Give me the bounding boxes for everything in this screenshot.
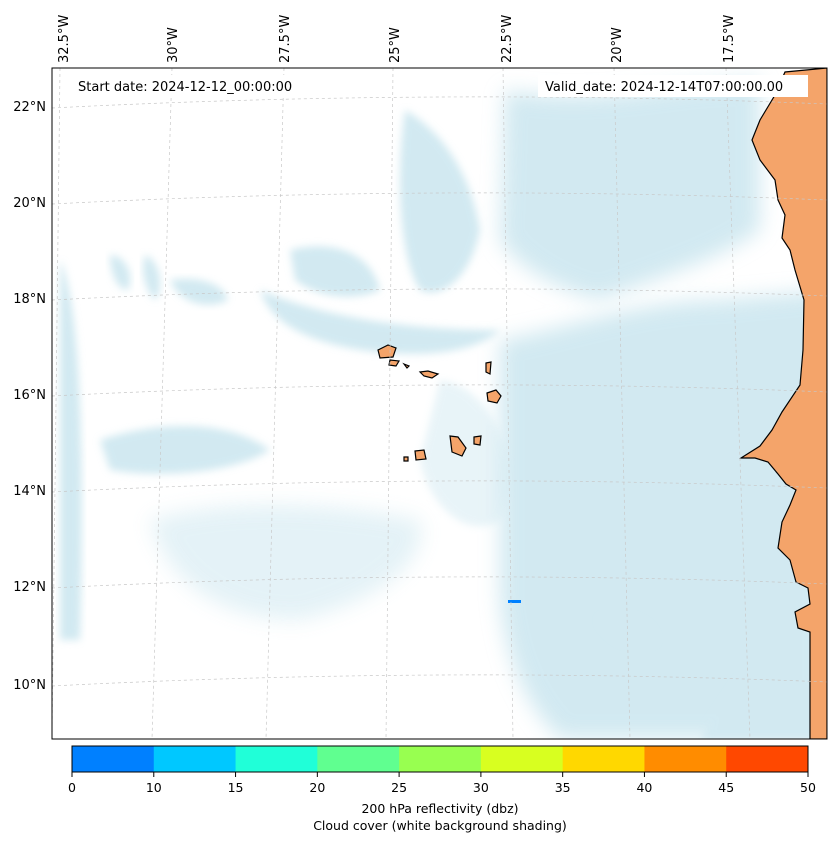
colorbar-ticks: 0 10 15 20 25 30 35 40 45 50 xyxy=(68,772,816,795)
island-sal xyxy=(485,361,492,375)
lon-tick-27-5w: 27.5°W xyxy=(278,15,293,63)
cloud-cover-shading xyxy=(60,80,827,739)
colorbar-swatch xyxy=(317,746,400,772)
lon-tick-22-5w: 22.5°W xyxy=(500,15,515,63)
colorbar-sublabel: Cloud cover (white background shading) xyxy=(313,818,567,833)
lon-tick-17-5w: 17.5°W xyxy=(722,15,737,63)
island-maio xyxy=(473,435,482,446)
colorbar-frame xyxy=(71,745,809,773)
colorbar-tick-label: 15 xyxy=(228,780,244,795)
island-boa-vista xyxy=(486,389,502,404)
island-sao-vicente xyxy=(388,359,400,367)
lat-tick-10n: 10°N xyxy=(13,678,46,693)
colorbar: 0 10 15 20 25 30 35 40 45 50 200 hPa reflectivity… xyxy=(68,745,816,833)
island-brava xyxy=(403,456,409,462)
lat-tick-12n: 12°N xyxy=(13,580,46,595)
lat-tick-20n: 20°N xyxy=(13,196,46,211)
colorbar-swatch xyxy=(480,746,564,772)
start-date-label: Start date: 2024-12-12_00:00:00 xyxy=(78,80,292,95)
colorbar-tick-label: 45 xyxy=(718,780,734,795)
colorbar-swatch xyxy=(644,746,727,772)
lat-tick-16n: 16°N xyxy=(13,388,46,403)
colorbar-tick-label: 25 xyxy=(391,780,407,795)
lon-tick-32-5w: 32.5°W xyxy=(57,15,72,63)
colorbar-tick-label: 10 xyxy=(146,780,162,795)
colorbar-tick-label: 35 xyxy=(555,780,571,795)
africa-coast-land xyxy=(738,68,827,739)
island-santo-antao xyxy=(377,344,397,359)
latitude-ticks: 22°N 20°N 18°N 16°N 14°N 12°N 10°N xyxy=(13,100,46,693)
island-santiago xyxy=(449,435,467,457)
colorbar-swatch xyxy=(562,746,645,772)
map-gridlines xyxy=(52,68,827,739)
colorbar-tick-label: 0 xyxy=(68,780,76,795)
island-fogo xyxy=(414,449,427,461)
colorbar-swatch xyxy=(72,746,155,772)
lat-tick-14n: 14°N xyxy=(13,484,46,499)
colorbar-tick-label: 50 xyxy=(800,780,816,795)
lat-tick-22n: 22°N xyxy=(13,100,46,115)
colorbar-swatch xyxy=(726,746,809,772)
colorbar-label: 200 hPa reflectivity (dbz) xyxy=(361,801,518,816)
colorbar-swatch xyxy=(399,746,482,772)
colorbar-swatch xyxy=(235,746,318,772)
colorbar-swatch xyxy=(153,746,237,772)
island-santa-luzia xyxy=(402,362,411,369)
map-frame xyxy=(51,67,828,740)
start-date-box xyxy=(72,75,318,97)
colorbar-tick-label: 40 xyxy=(636,780,652,795)
valid-date-box xyxy=(538,75,808,97)
lon-tick-25w: 25°W xyxy=(388,27,403,63)
colorbar-tick-label: 30 xyxy=(473,780,489,795)
colorbar-swatches xyxy=(72,746,809,772)
colorbar-tick-label: 20 xyxy=(309,780,325,795)
island-sao-nicolau xyxy=(418,370,440,379)
map-content xyxy=(52,68,827,739)
lon-tick-30w: 30°W xyxy=(166,27,181,63)
lat-tick-18n: 18°N xyxy=(13,292,46,307)
longitude-ticks: 32.5°W 30°W 27.5°W 25°W 22.5°W 20°W 17.5… xyxy=(57,15,737,63)
lon-tick-20w: 20°W xyxy=(610,27,625,63)
valid-date-label: Valid_date: 2024-12-14T07:00:00.00 xyxy=(545,80,783,95)
reflectivity-echo xyxy=(508,600,521,603)
cape-verde-islands xyxy=(377,344,502,462)
